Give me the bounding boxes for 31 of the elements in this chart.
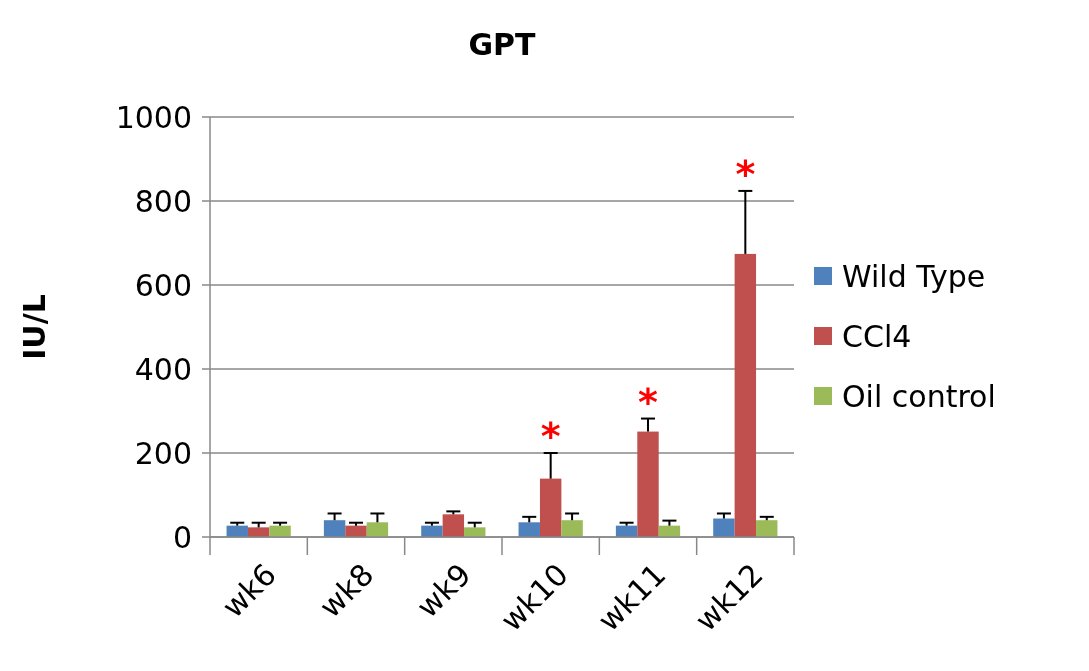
data-label: * <box>638 379 659 424</box>
bar <box>561 520 583 537</box>
bar <box>734 253 757 537</box>
y-axis-title: IU/L <box>17 294 52 360</box>
bar <box>421 525 443 537</box>
y-tick-label: 0 <box>172 519 192 555</box>
x-tick-label: wk9 <box>409 556 478 625</box>
legend-label: Oil control <box>842 378 996 414</box>
y-tick-label: 800 <box>134 183 192 219</box>
legend-label: Wild Type <box>842 258 986 294</box>
bar <box>713 518 735 537</box>
data-label: * <box>540 414 561 458</box>
bar <box>518 522 540 537</box>
bar <box>539 478 562 537</box>
data-label: * <box>735 151 756 196</box>
y-tick-label: 600 <box>134 267 192 303</box>
y-tick-label: 200 <box>134 435 192 471</box>
bar <box>637 431 659 537</box>
bar <box>247 527 270 537</box>
x-tick-label: wk8 <box>312 556 381 625</box>
bar <box>366 522 389 537</box>
y-tick-label: 1000 <box>115 99 192 135</box>
bar <box>323 520 346 537</box>
bar <box>464 527 486 537</box>
bar <box>345 525 367 537</box>
y-tick-label: 400 <box>134 351 192 387</box>
bar <box>756 520 778 537</box>
bar <box>269 525 291 537</box>
legend-label: CCl4 <box>842 318 912 354</box>
chart-title: GPT <box>468 27 537 62</box>
bar <box>442 514 465 537</box>
